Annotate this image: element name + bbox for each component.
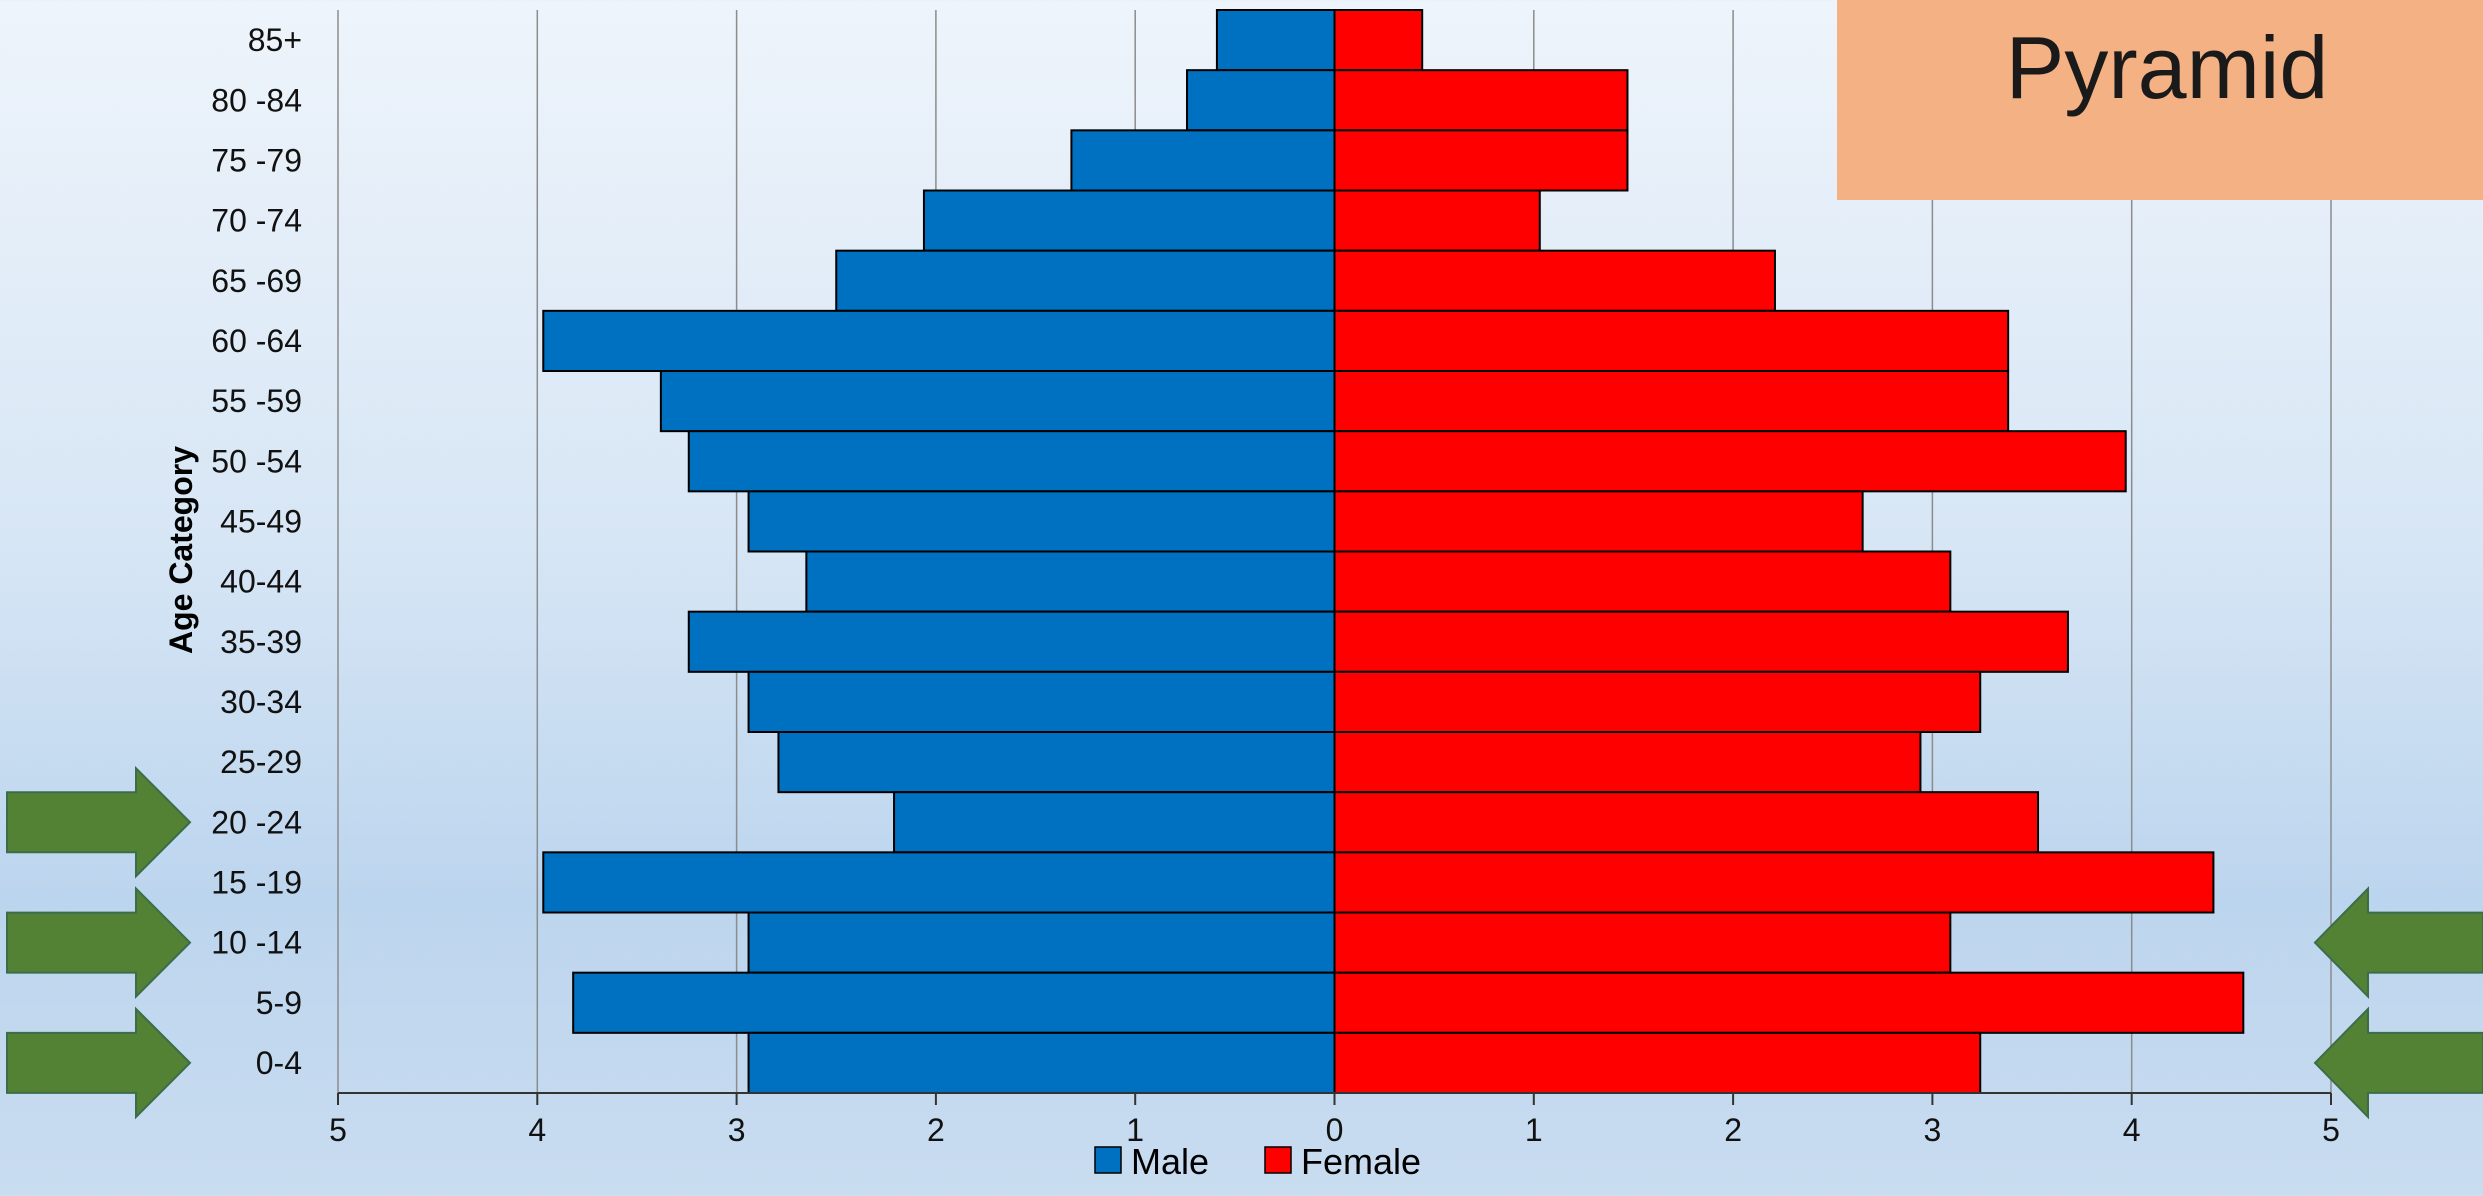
legend-label: Male: [1131, 1141, 1209, 1182]
y-tick-label: 25-29: [220, 744, 302, 780]
bars: [542, 9, 2245, 1095]
y-tick-label: 0-4: [256, 1045, 302, 1081]
bar-female: [1333, 1031, 1982, 1095]
x-axis: 5 4 3 2 1 0 1 2 3 4 5: [329, 1092, 2340, 1148]
bar-male: [893, 791, 1336, 854]
y-axis-labels: 85+ 80 -84 75 -79 70 -74 65 -69 60 -64 55 -59 5…: [211, 22, 302, 1081]
bar-male: [747, 1031, 1336, 1095]
bar-female: [1333, 550, 1952, 613]
legend-swatch: [1264, 1146, 1292, 1174]
y-tick-label: 65 -69: [211, 263, 302, 299]
bar-female: [1333, 731, 1922, 794]
x-tick-label: 2: [927, 1112, 945, 1148]
bar-male: [805, 550, 1336, 613]
x-tick-label: 3: [1924, 1112, 1942, 1148]
bar-female: [1333, 430, 2127, 493]
y-tick-label: 30-34: [220, 684, 302, 720]
y-axis-title: Age Category: [163, 446, 199, 654]
y-tick-label: 75 -79: [211, 142, 302, 178]
bar-female: [1333, 971, 2245, 1034]
slide-title: Pyramid: [2005, 18, 2329, 117]
x-tick-label: 1: [1126, 1112, 1144, 1148]
bar-female: [1333, 670, 1982, 733]
legend-swatch: [1094, 1146, 1122, 1174]
y-tick-label: 20 -24: [211, 804, 302, 840]
bar-female: [1333, 610, 2069, 673]
x-tick-label: 2: [1724, 1112, 1742, 1148]
bar-male: [659, 370, 1336, 433]
y-tick-label: 40-44: [220, 564, 302, 600]
bar-female: [1333, 189, 1541, 252]
y-tick-label: 5-9: [256, 985, 302, 1021]
bar-female: [1333, 851, 2215, 914]
x-tick-label: 5: [2322, 1112, 2340, 1148]
bar-male: [687, 610, 1336, 673]
bar-male: [687, 430, 1336, 493]
bar-male: [542, 309, 1336, 373]
arrow-right-icon: [6, 1006, 192, 1120]
bar-male: [922, 189, 1336, 252]
y-tick-label: 80 -84: [211, 82, 302, 118]
bar-female: [1333, 791, 2040, 854]
x-tick-label: 4: [2123, 1112, 2141, 1148]
y-tick-label: 15 -19: [211, 864, 302, 900]
x-tick-label: 4: [528, 1112, 546, 1148]
bar-male: [542, 851, 1336, 914]
bar-male: [1186, 69, 1336, 132]
y-tick-label: 55 -59: [211, 383, 302, 419]
bar-male: [747, 911, 1336, 974]
x-tick-label: 0: [1326, 1112, 1344, 1148]
y-tick-label: 60 -64: [211, 323, 302, 359]
bar-male: [572, 971, 1336, 1034]
arrow-left-icon: [2313, 886, 2483, 1000]
arrow-right-icon: [6, 886, 192, 999]
x-tick-label: 5: [329, 1112, 347, 1148]
bar-male: [835, 249, 1336, 312]
y-tick-label: 85+: [248, 22, 302, 58]
arrows: [6, 765, 2483, 1120]
title-box: Pyramid: [1837, 0, 2483, 200]
y-tick-label: 45-49: [220, 503, 302, 539]
bar-female: [1333, 9, 1424, 72]
bar-female: [1333, 309, 2010, 373]
bar-female: [1333, 911, 1952, 974]
bar-male: [747, 670, 1336, 733]
bar-male: [777, 731, 1336, 794]
x-tick-label: 3: [728, 1112, 746, 1148]
y-tick-label: 10 -14: [211, 925, 302, 961]
bar-female: [1333, 129, 1629, 192]
y-tick-label: 70 -74: [211, 203, 302, 239]
bar-male: [1070, 129, 1336, 192]
bar-male: [1215, 9, 1336, 72]
legend: Male Female: [1094, 1141, 1421, 1182]
bar-female: [1333, 249, 1776, 312]
bar-female: [1333, 490, 1864, 553]
arrow-left-icon: [2313, 1006, 2483, 1120]
bar-male: [747, 490, 1336, 553]
y-tick-label: 35-39: [220, 624, 302, 660]
legend-label: Female: [1301, 1141, 1421, 1182]
arrow-right-icon: [6, 765, 192, 879]
bar-female: [1333, 370, 2010, 433]
y-tick-label: 50 -54: [211, 443, 302, 479]
bar-female: [1333, 69, 1629, 132]
x-tick-label: 1: [1525, 1112, 1543, 1148]
